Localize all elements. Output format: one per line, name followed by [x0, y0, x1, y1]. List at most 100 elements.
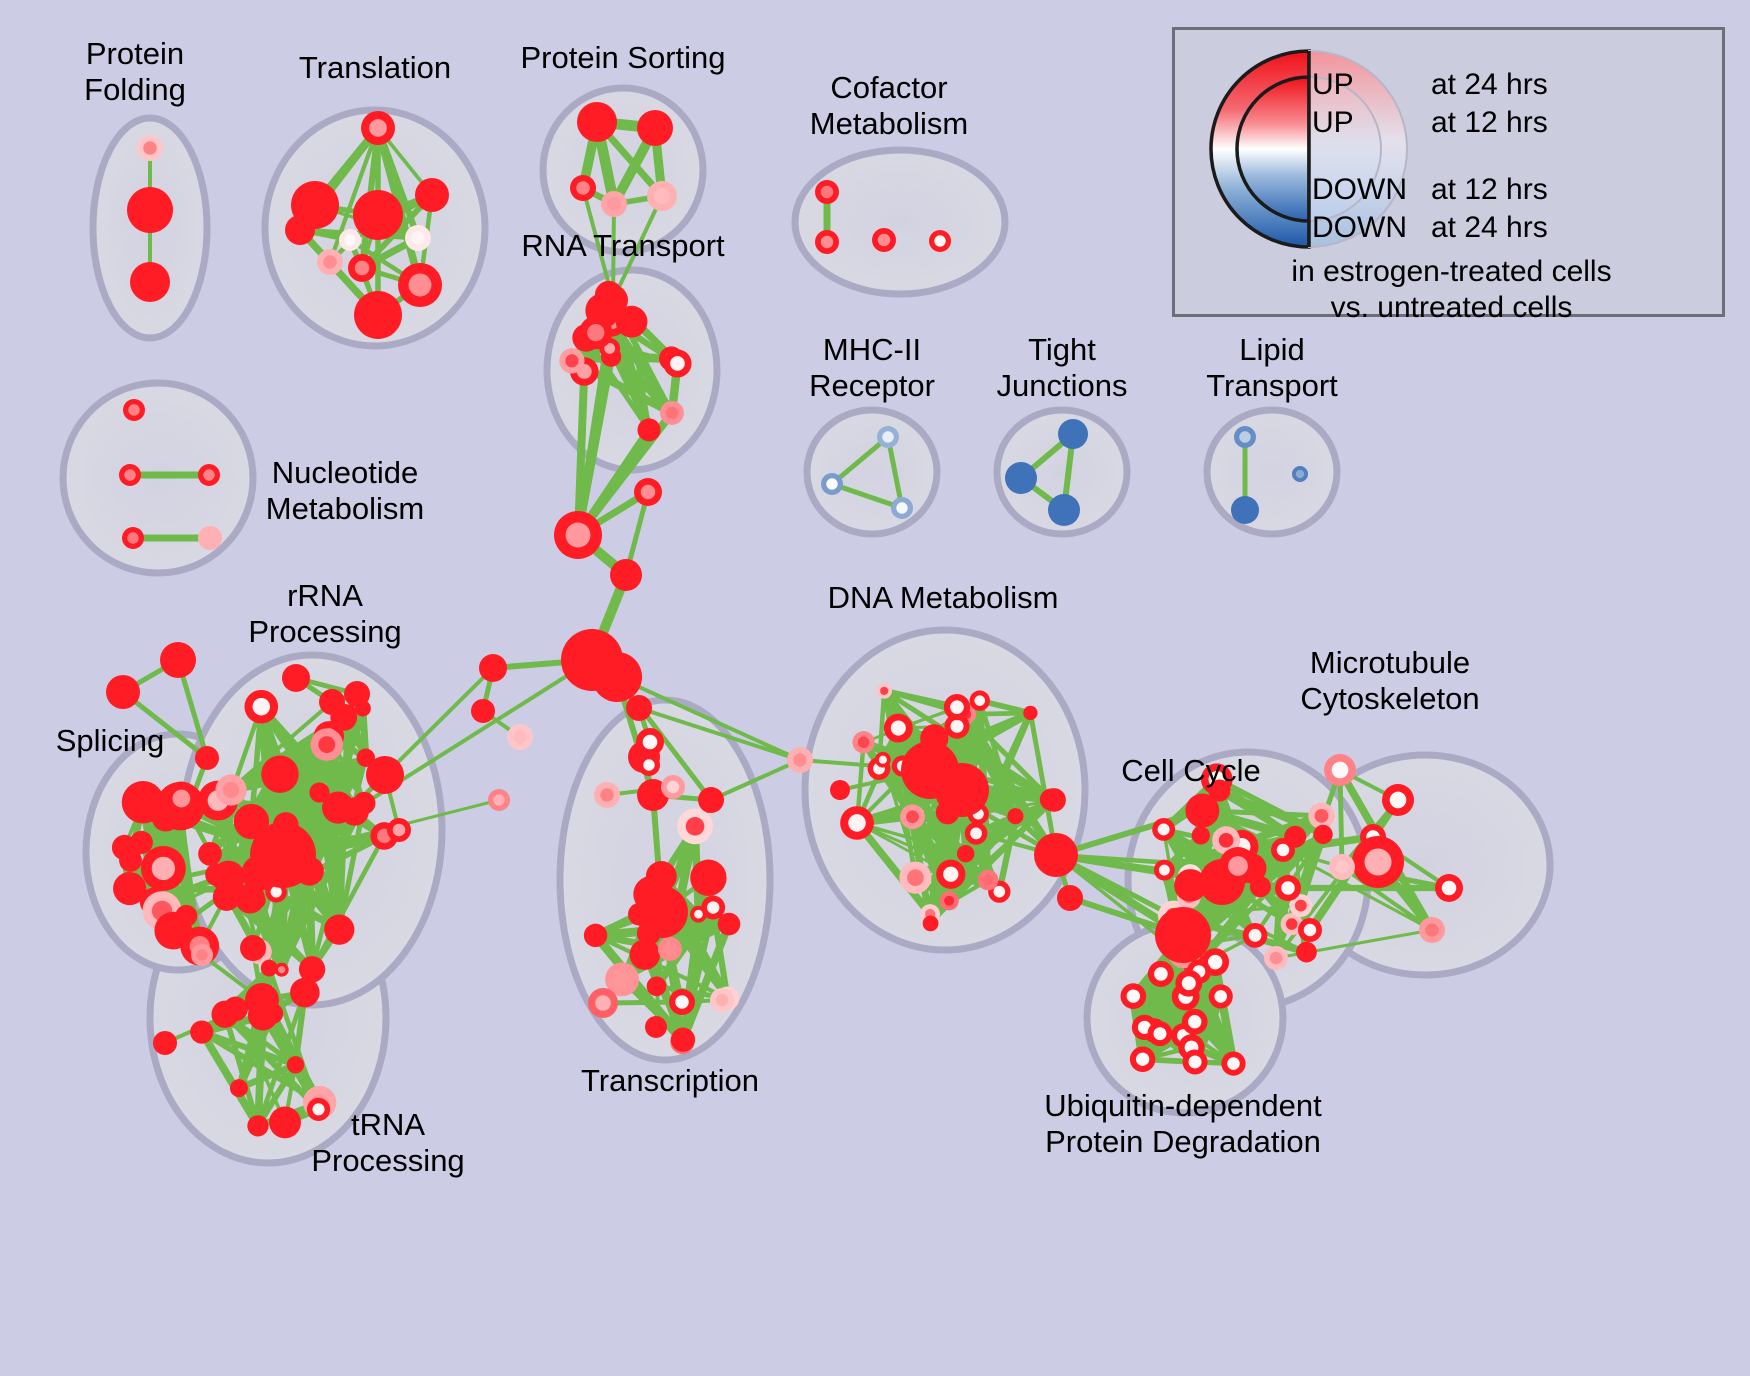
- network-edge: [256, 869, 313, 954]
- network-node-inner: [1314, 808, 1329, 823]
- network-node-inner: [1239, 431, 1251, 443]
- network-edge: [1055, 807, 1204, 858]
- network-node-inner: [1135, 1052, 1150, 1066]
- network-node-inner: [1331, 761, 1349, 779]
- network-node-inner: [253, 991, 271, 1009]
- legend-footer-line1: in estrogen-treated cells: [1291, 255, 1612, 288]
- network-node-inner: [617, 566, 635, 584]
- network-node-inner: [305, 962, 319, 977]
- network-node-inner: [117, 840, 132, 855]
- network-node-inner: [1047, 793, 1061, 807]
- network-node-inner: [1218, 833, 1234, 848]
- network-node-inner: [896, 502, 908, 514]
- network-node-inner: [589, 929, 602, 942]
- network-node-inner: [200, 751, 214, 765]
- network-node-inner: [670, 356, 685, 371]
- network-node-inner: [1063, 891, 1077, 905]
- network-node-inner: [1126, 989, 1141, 1003]
- network-node-inner: [706, 901, 720, 914]
- network-node-inner: [926, 919, 935, 928]
- legend-footer-line2: vs. untreated cells: [1330, 291, 1573, 324]
- network-edge: [947, 798, 1056, 903]
- network-node-inner: [128, 404, 140, 416]
- network-node-inner: [365, 302, 391, 328]
- network-node-inner: [252, 1120, 264, 1132]
- network-node-inner: [880, 686, 889, 695]
- network-node-inner: [882, 431, 894, 443]
- hull-protein-sorting: [539, 84, 707, 256]
- network-node-inner: [365, 202, 391, 228]
- network-node-inner: [325, 695, 339, 709]
- network-node-inner: [1065, 426, 1081, 442]
- network-node-inner: [114, 683, 132, 701]
- network-node-inner: [1044, 843, 1068, 867]
- network-node-inner: [943, 866, 959, 882]
- network-node-inner: [493, 794, 505, 806]
- network-node-inner: [565, 354, 579, 368]
- network-node-inner: [1181, 976, 1196, 991]
- network-node-inner: [663, 942, 677, 956]
- hull-mhc: [803, 406, 941, 538]
- network-node-inner: [1157, 823, 1170, 836]
- network-node-inner: [640, 484, 656, 500]
- network-node-inner: [168, 650, 188, 670]
- network-node-inner: [423, 186, 441, 204]
- network-node-inner: [643, 759, 655, 771]
- network-node-inner: [318, 736, 336, 754]
- network-node-inner: [848, 814, 866, 832]
- network-node-inner: [675, 995, 689, 1009]
- network-node-inner: [595, 995, 611, 1011]
- network-node-inner: [698, 868, 718, 888]
- network-node-inner: [1193, 801, 1212, 820]
- network-edge: [315, 791, 344, 931]
- network-node-inner: [121, 879, 139, 898]
- network-node-inner: [970, 827, 982, 840]
- network-node-inner: [1153, 1027, 1167, 1041]
- network-node-inner: [820, 185, 834, 199]
- network-node-inner: [124, 469, 136, 481]
- legend-box: UP at 24 hrs UP at 12 hrs DOWN at 12 hrs…: [1172, 27, 1725, 324]
- network-node-inner: [127, 532, 139, 544]
- network-node-inner: [1303, 923, 1317, 937]
- network-node-inner: [158, 1036, 172, 1050]
- network-edge: [383, 666, 495, 777]
- network-nodes: [106, 102, 1463, 1139]
- network-node-inner: [723, 918, 735, 930]
- network-node-inner: [369, 119, 387, 137]
- network-edge: [222, 1012, 321, 1112]
- network-node-inner: [1158, 864, 1170, 876]
- network-node-inner: [651, 981, 662, 992]
- network-node-inner: [270, 766, 279, 775]
- network-node-inner: [1285, 918, 1298, 930]
- network-node-inner: [1012, 469, 1030, 487]
- network-node-inner: [642, 734, 658, 750]
- network-node-inner: [1276, 843, 1290, 857]
- network-edge: [1340, 865, 1434, 932]
- network-node-inner: [644, 786, 662, 804]
- network-node-inner: [565, 522, 591, 548]
- network-node-inner: [270, 886, 282, 898]
- network-edge: [121, 690, 209, 760]
- network-node-inner: [857, 736, 870, 749]
- legend-state-down-12: DOWN: [1312, 173, 1407, 206]
- network-node-inner: [302, 192, 328, 218]
- network-node-inner: [252, 697, 271, 716]
- network-node-inner: [906, 810, 919, 824]
- network-node-inner: [203, 531, 217, 545]
- network-edge: [574, 355, 616, 536]
- network-edge: [255, 1063, 299, 1128]
- legend-state-up-24: UP: [1312, 68, 1354, 101]
- network-node-inner: [623, 313, 640, 330]
- network-node-inner: [138, 198, 162, 222]
- network-node-inner: [297, 984, 313, 1001]
- network-node-inner: [288, 670, 304, 686]
- network-node-inner: [1295, 469, 1305, 479]
- network-node-inner: [650, 1021, 662, 1033]
- network-node-inner: [1269, 951, 1283, 965]
- network-node-inner: [350, 687, 364, 701]
- network-node-inner: [1237, 502, 1253, 518]
- network-node-inner: [347, 804, 363, 819]
- network-node-inner: [1441, 880, 1457, 896]
